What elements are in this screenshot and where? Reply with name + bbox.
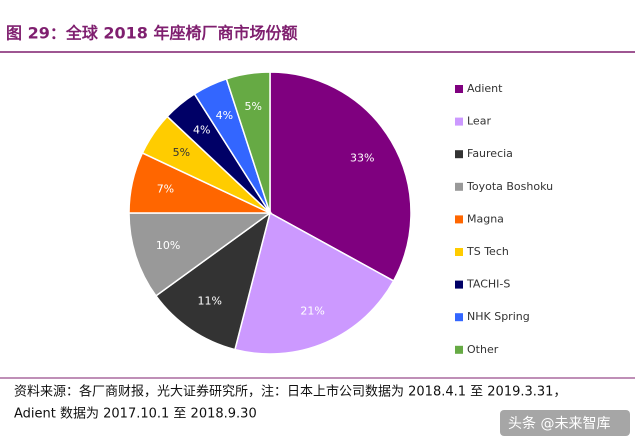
legend-swatch (455, 248, 463, 256)
chart-title: 图 29：全球 2018 年座椅厂商市场份额 (6, 24, 298, 43)
slice-label: 4% (193, 123, 210, 136)
slice-label: 5% (245, 100, 262, 113)
legend-label: TACHI-S (466, 278, 510, 291)
slice-label: 4% (216, 109, 233, 122)
legend-label: Magna (467, 212, 504, 225)
slice-label: 10% (156, 239, 180, 252)
pie-slice (234, 211, 395, 355)
pie-slice (225, 71, 271, 214)
legend-swatch (455, 150, 463, 159)
legend-label: Adient (467, 82, 503, 95)
legend-swatch (455, 280, 463, 289)
slice-label: 11% (198, 295, 222, 308)
legend-label: Lear (467, 115, 491, 128)
source-line: 资料来源：各厂商财报，光大证券研究所，注：日本上市公司数据为 2018.4.1 … (14, 384, 566, 400)
legend-swatch (455, 215, 463, 224)
legend-label: NHK Spring (467, 310, 530, 323)
slice-label: 21% (300, 304, 324, 317)
pie-slice (269, 71, 412, 282)
legend-swatch (455, 85, 463, 93)
legend-swatch (455, 345, 463, 354)
legend-swatch (455, 313, 463, 322)
legend-label: Faurecia (467, 147, 513, 160)
legend-label: Other (467, 343, 499, 356)
legend-label: TS Tech (466, 245, 509, 258)
source-line: Adient 数据为 2017.10.1 至 2018.9.30 (14, 407, 257, 422)
slice-label: 33% (350, 151, 374, 164)
pie-slice (128, 212, 273, 297)
slice-label: 7% (157, 183, 174, 196)
legend-swatch (455, 117, 463, 126)
slice-label: 5% (173, 146, 190, 159)
pie-slice (154, 211, 272, 351)
legend-label: Toyota Boshoku (466, 180, 553, 193)
watermark-bg (500, 410, 630, 436)
legend-swatch (455, 182, 463, 191)
watermark: 头条 @未来智库 (508, 415, 610, 432)
